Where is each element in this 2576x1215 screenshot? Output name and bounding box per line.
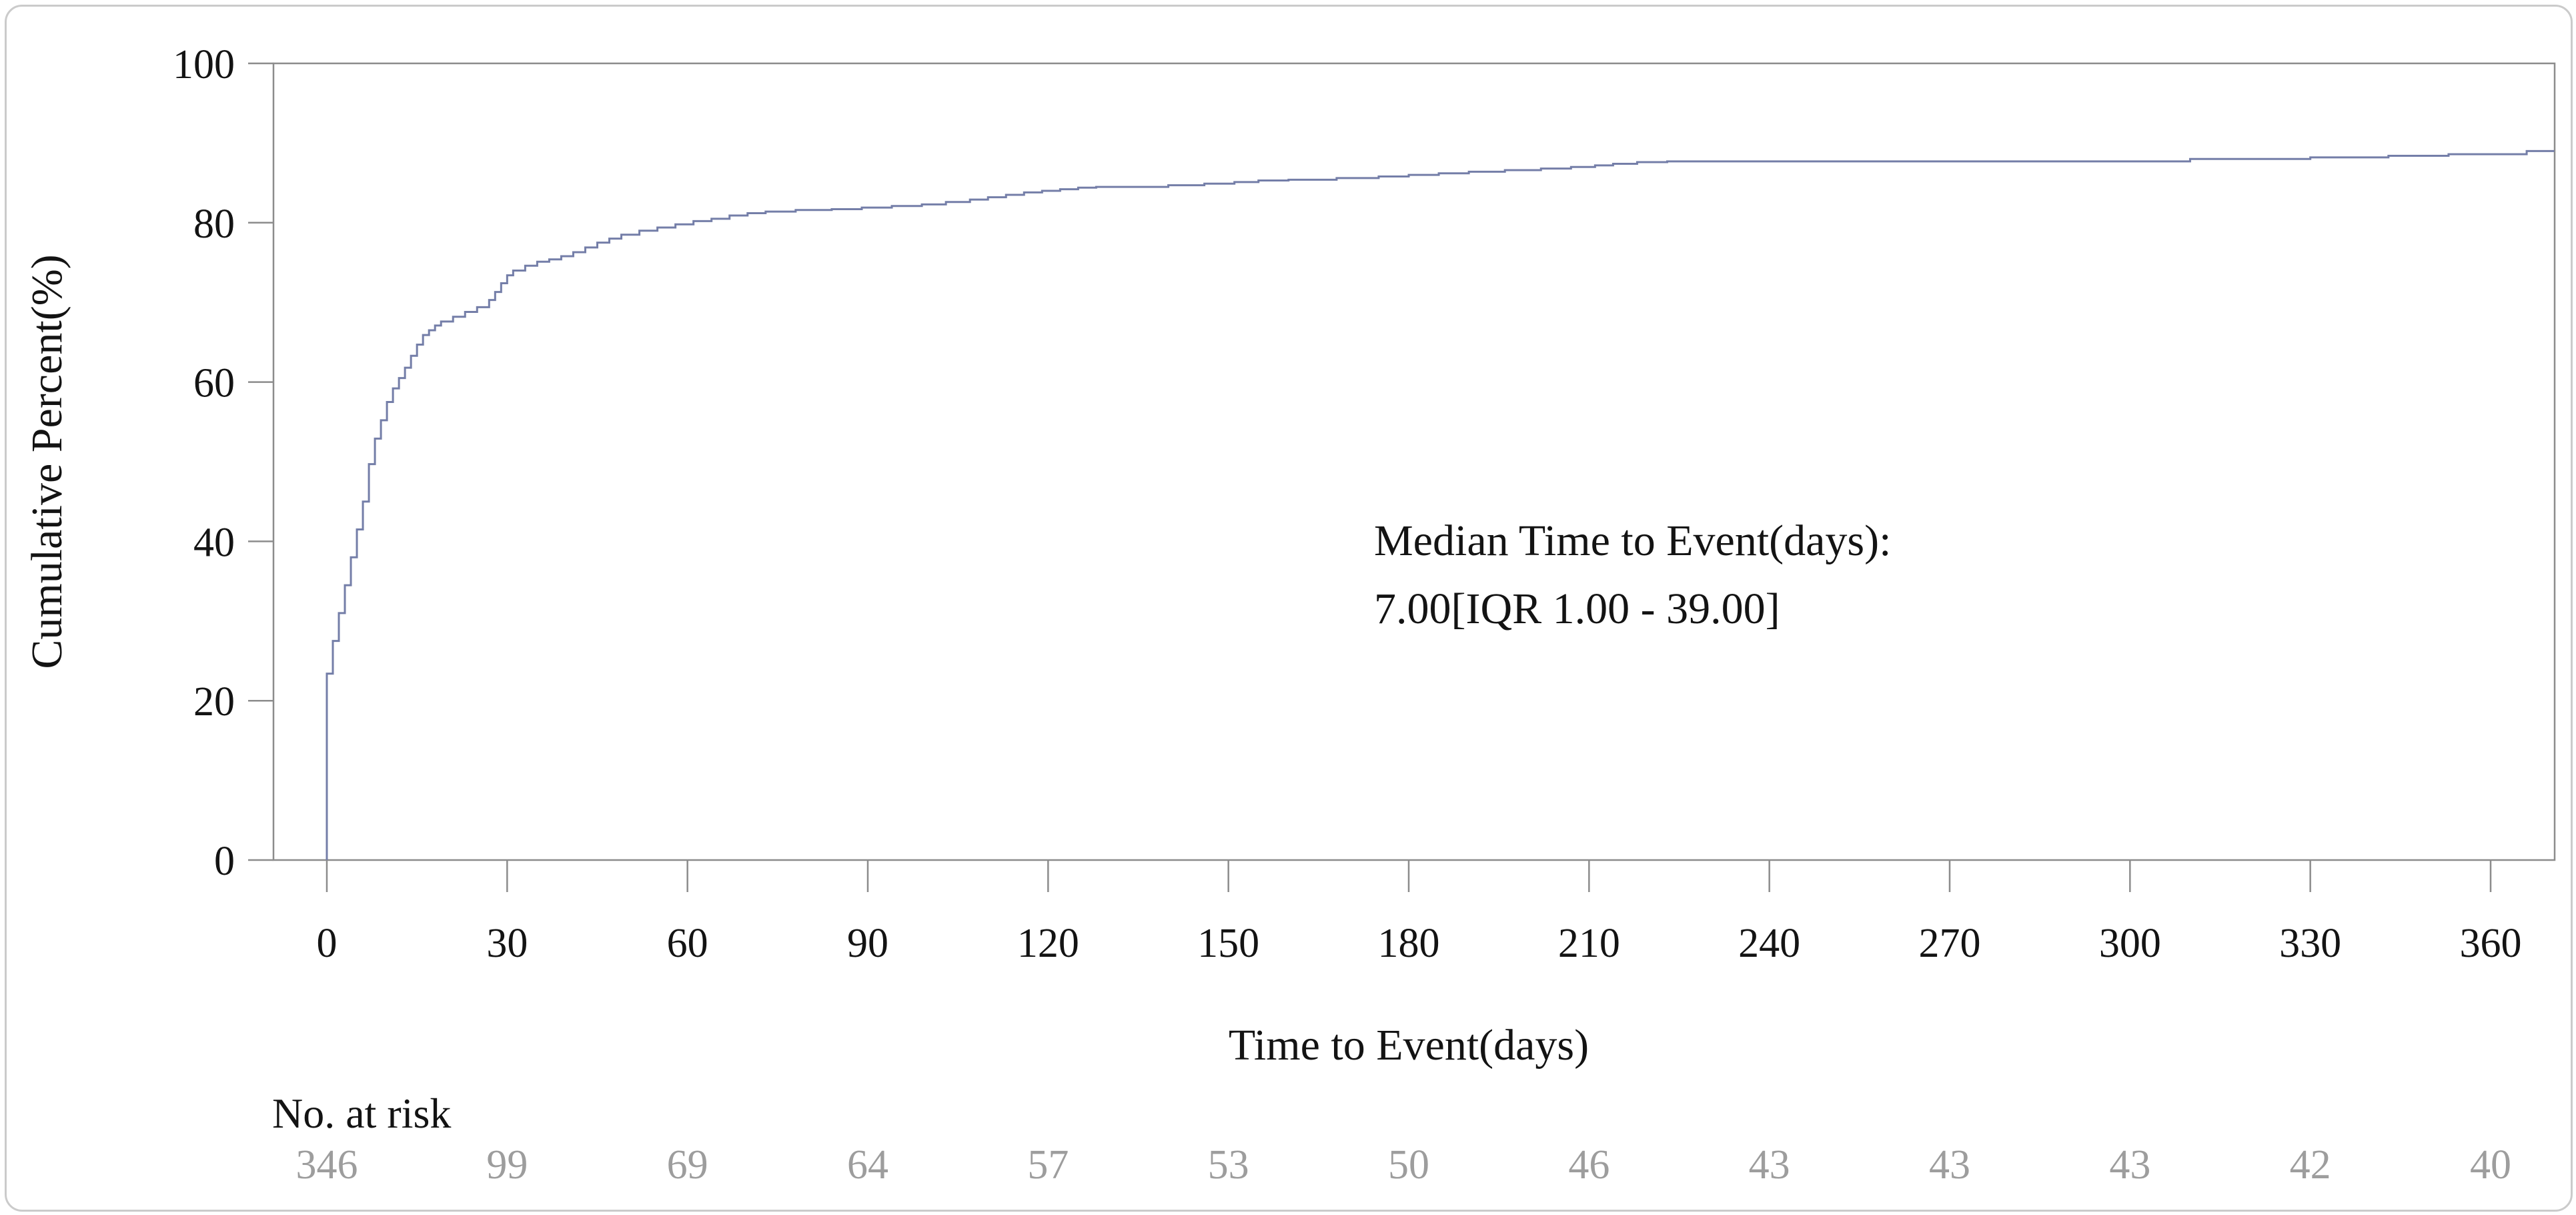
plot-frame [272, 62, 2556, 861]
risk-count: 40 [2470, 1142, 2511, 1188]
x-tick-label: 60 [667, 921, 708, 966]
x-tick-label: 30 [486, 921, 528, 966]
y-tick-label: 40 [193, 520, 235, 565]
annotation-line-2: 7.00[IQR 1.00 - 39.00] [1374, 584, 1780, 633]
risk-count: 69 [667, 1142, 708, 1188]
step-curve-group [326, 149, 2555, 860]
y-tick-label: 0 [214, 839, 235, 884]
risk-count: 43 [1929, 1142, 1970, 1188]
risk-count: 50 [1388, 1142, 1429, 1188]
annotation-line-1: Median Time to Event(days): [1374, 516, 1891, 565]
x-tick-label: 360 [2460, 921, 2522, 966]
risk-count: 46 [1568, 1142, 1609, 1188]
x-tick-label: 120 [1017, 921, 1079, 966]
x-tick-label: 300 [2099, 921, 2161, 966]
risk-count: 43 [2109, 1142, 2150, 1188]
x-tick-label: 270 [1919, 921, 1981, 966]
x-tick-label: 150 [1197, 921, 1259, 966]
risk-numbers-row: 346 99 69 64 57 53 50 46 43 43 43 42 40 [296, 1142, 2512, 1188]
risk-count: 64 [847, 1142, 888, 1188]
x-tick-label: 210 [1558, 921, 1620, 966]
x-tick-label: 0 [317, 921, 338, 966]
y-tick-label: 100 [173, 42, 235, 87]
risk-count: 43 [1749, 1142, 1790, 1188]
y-tick-label: 80 [193, 201, 235, 247]
risk-count: 53 [1208, 1142, 1249, 1188]
axis-ticks [248, 62, 2492, 892]
figure-border [5, 5, 2573, 1212]
step-curve [326, 149, 2555, 860]
x-axis-title: Time to Event(days) [1229, 1021, 1589, 1070]
risk-table-label: No. at risk [272, 1090, 451, 1137]
x-tick-label: 240 [1738, 921, 1800, 966]
plot-frame-rect [272, 62, 2556, 861]
axis-tick-labels: 0 20 40 60 80 100 0 30 60 90 120 150 180 210 240 270 300… [173, 42, 2522, 966]
risk-count: 57 [1027, 1142, 1069, 1188]
risk-count: 99 [486, 1142, 528, 1188]
x-tick-label: 330 [2279, 921, 2341, 966]
x-tick-label: 180 [1378, 921, 1440, 966]
x-tick-label: 90 [847, 921, 888, 966]
y-tick-label: 20 [193, 679, 235, 725]
risk-count: 42 [2290, 1142, 2331, 1188]
y-axis-title: Cumulative Percent(%) [23, 254, 71, 669]
y-tick-label: 60 [193, 361, 235, 406]
risk-count: 346 [296, 1142, 358, 1188]
